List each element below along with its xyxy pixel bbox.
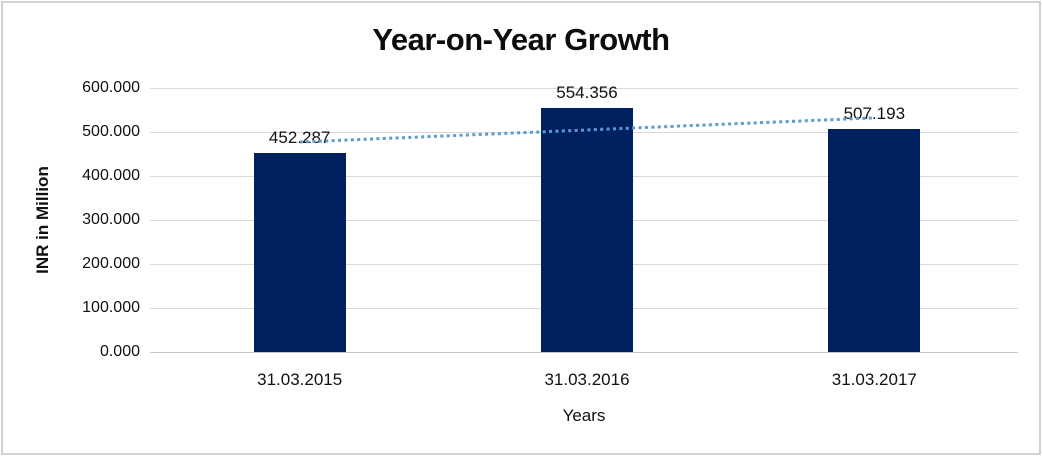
data-label: 507.193 [843, 103, 906, 123]
bar[interactable] [828, 128, 921, 352]
chart-title: Year-on-Year Growth [372, 22, 670, 57]
y-tick-label: 300.000 [82, 211, 140, 228]
x-axis-title: Years [562, 406, 606, 425]
bar[interactable] [541, 108, 633, 352]
x-axis-line [150, 351, 1018, 353]
y-tick-label: 600.000 [82, 79, 140, 96]
y-tick-label: 100.000 [82, 299, 140, 316]
y-tick-label: 400.000 [82, 167, 140, 184]
y-tick-label: 200.000 [82, 255, 140, 272]
data-label: 452.287 [268, 127, 331, 147]
x-tick-label: 31.03.2017 [831, 370, 917, 389]
data-label: 554.356 [556, 83, 618, 103]
y-tick-label: 0.000 [99, 343, 140, 360]
x-tick-label: 31.03.2015 [257, 370, 343, 389]
bar[interactable] [253, 152, 346, 352]
y-tick-label: 500.000 [82, 123, 140, 140]
x-tick-label: 31.03.2016 [544, 370, 630, 389]
gridline [150, 87, 1018, 89]
